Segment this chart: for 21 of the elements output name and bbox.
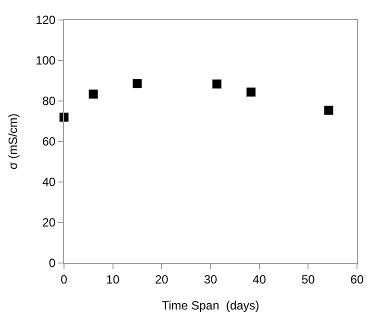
x-tick-label: 0	[60, 272, 68, 286]
x-tick-label: 60	[350, 272, 364, 286]
x-tick-label: 30	[204, 272, 218, 286]
point	[132, 79, 142, 88]
point	[212, 79, 222, 88]
y-tick-label: 100	[36, 54, 56, 68]
y-tick-label: 20	[42, 216, 56, 230]
point	[88, 90, 98, 99]
x-axis-title: Time Span (days)	[162, 298, 260, 312]
x-tick-label: 10	[106, 272, 120, 286]
y-tick-label: 80	[42, 94, 56, 108]
x-tick-label: 20	[154, 272, 169, 286]
y-axis-title: σ (mS/cm)	[6, 113, 20, 170]
y-tick-label: 120	[36, 13, 56, 28]
y-tick-label: 40	[42, 175, 56, 190]
y-tick-label: 0	[48, 256, 56, 270]
point	[246, 88, 256, 97]
y-tick-label: 60	[42, 134, 56, 149]
point	[324, 106, 334, 115]
x-tick-label: 40	[252, 272, 266, 286]
x-tick-label: 50	[301, 272, 316, 286]
